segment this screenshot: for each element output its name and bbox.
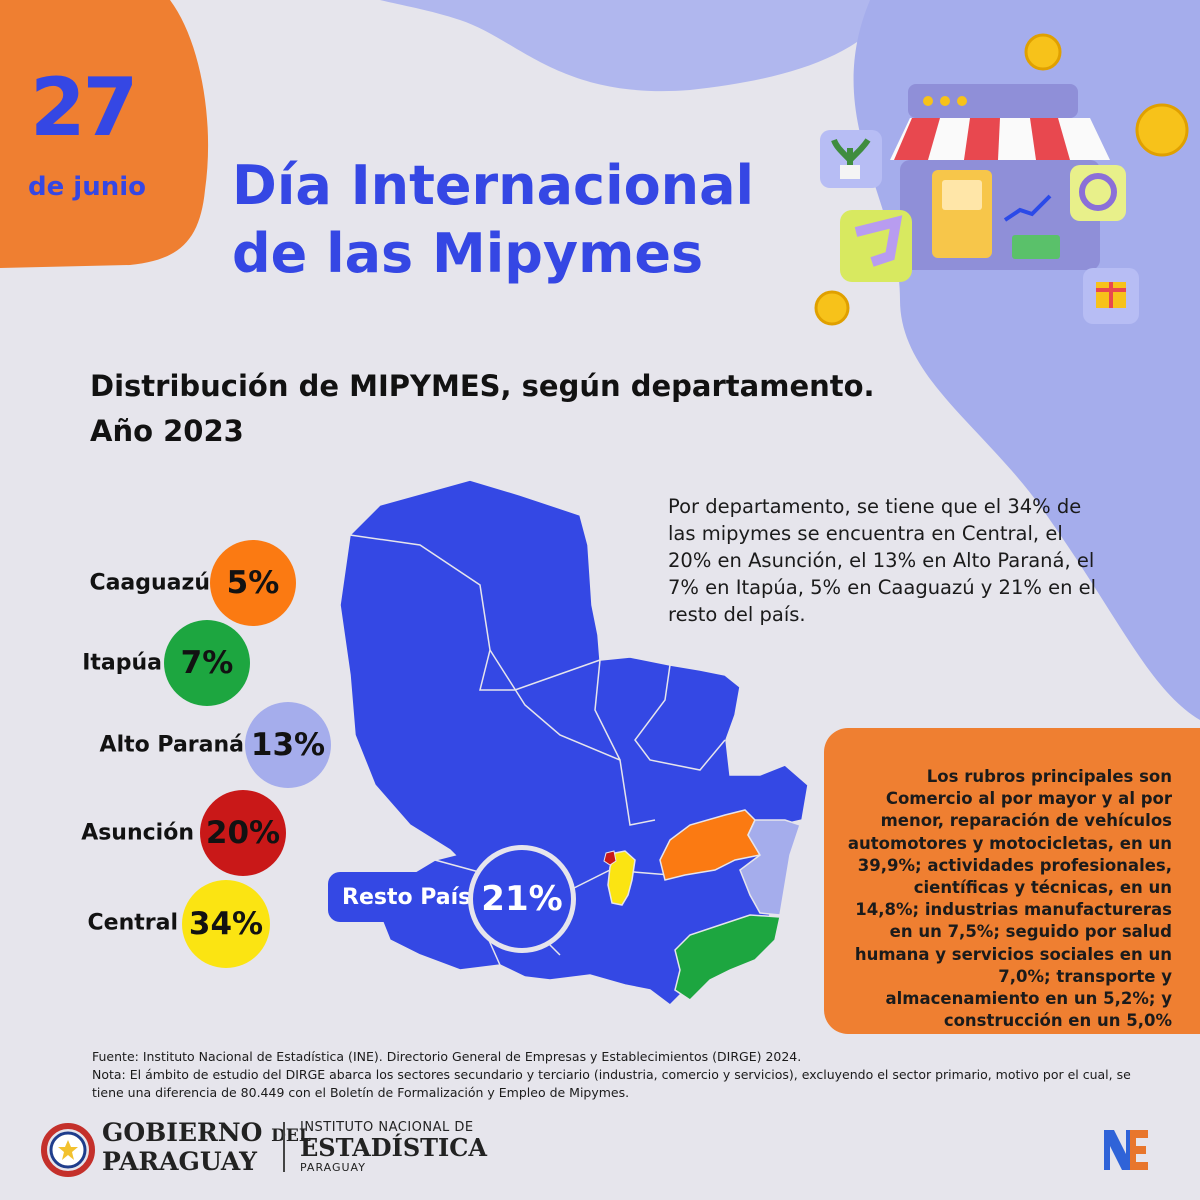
gov-seal-icon bbox=[41, 1123, 95, 1177]
date-month: de junio bbox=[28, 172, 147, 202]
map-asuncion bbox=[603, 850, 617, 866]
date-day: 27 bbox=[30, 61, 138, 154]
legend-value-circle: 20% bbox=[200, 790, 286, 876]
legend-value-circle: 13% bbox=[245, 702, 331, 788]
page-title: Día Internacional de las Mipymes bbox=[232, 152, 754, 288]
title-line-2: de las Mipymes bbox=[232, 222, 704, 285]
legend-label: Caaguazú bbox=[89, 570, 210, 596]
logo-divider bbox=[283, 1122, 285, 1172]
gov-line1: GOBIERNO bbox=[102, 1118, 263, 1147]
shop-illustration bbox=[814, 33, 1189, 326]
legend-value-circle: 7% bbox=[164, 620, 250, 706]
chart-title: Distribución de MIPYMES, según departame… bbox=[90, 364, 875, 454]
description-paragraph: Por departamento, se tiene que el 34% de… bbox=[668, 495, 1097, 626]
sectors-box bbox=[824, 728, 1200, 1034]
gov-name: GOBIERNO DEL PARAGUAY bbox=[102, 1120, 311, 1175]
legend-label: Asunción bbox=[81, 820, 194, 846]
legend-label: Alto Paraná bbox=[99, 732, 244, 758]
resto-pais-value: 21% bbox=[468, 845, 576, 953]
footnote: Fuente: Instituto Nacional de Estadístic… bbox=[92, 1048, 1152, 1102]
ine-top: INSTITUTO NACIONAL DE bbox=[300, 1120, 474, 1135]
legend-row-alto-parana: Alto Paraná 13% bbox=[0, 700, 340, 790]
chart-title-line-1: Distribución de MIPYMES, según departame… bbox=[90, 369, 875, 403]
legend-row-asuncion: Asunción 20% bbox=[0, 788, 340, 878]
legend-row-itapua: Itapúa 7% bbox=[0, 618, 340, 708]
ine-name: INSTITUTO NACIONAL DE ESTADÍSTICA PARAGU… bbox=[300, 1120, 487, 1174]
map-alto-parana bbox=[739, 819, 801, 916]
ine-mid: ESTADÍSTICA bbox=[300, 1133, 487, 1162]
gov-line2: PARAGUAY bbox=[102, 1147, 257, 1176]
sectors-text: Los rubros principales son Comercio al p… bbox=[847, 767, 1172, 1031]
legend-row-central: Central 34% bbox=[0, 878, 340, 968]
ine-bot: PARAGUAY bbox=[300, 1161, 366, 1174]
footnote-note: Nota: El ámbito de estudio del DIRGE aba… bbox=[92, 1067, 1131, 1100]
footnote-source: Fuente: Instituto Nacional de Estadístic… bbox=[92, 1049, 802, 1064]
map-central bbox=[607, 850, 636, 906]
ine-logo-icon bbox=[1104, 1130, 1148, 1170]
legend-label: Itapúa bbox=[82, 650, 162, 676]
map-itapua bbox=[674, 914, 781, 1001]
legend-value-circle: 34% bbox=[182, 880, 270, 968]
date-blob bbox=[0, 0, 209, 268]
legend-label: Central bbox=[87, 910, 178, 936]
legend-value-circle: 5% bbox=[210, 540, 296, 626]
legend-row-caaguazu: Caaguazú 5% bbox=[0, 538, 340, 628]
gov-del: DEL bbox=[271, 1126, 311, 1146]
title-line-1: Día Internacional bbox=[232, 154, 755, 217]
chart-title-line-2: Año 2023 bbox=[90, 414, 244, 448]
